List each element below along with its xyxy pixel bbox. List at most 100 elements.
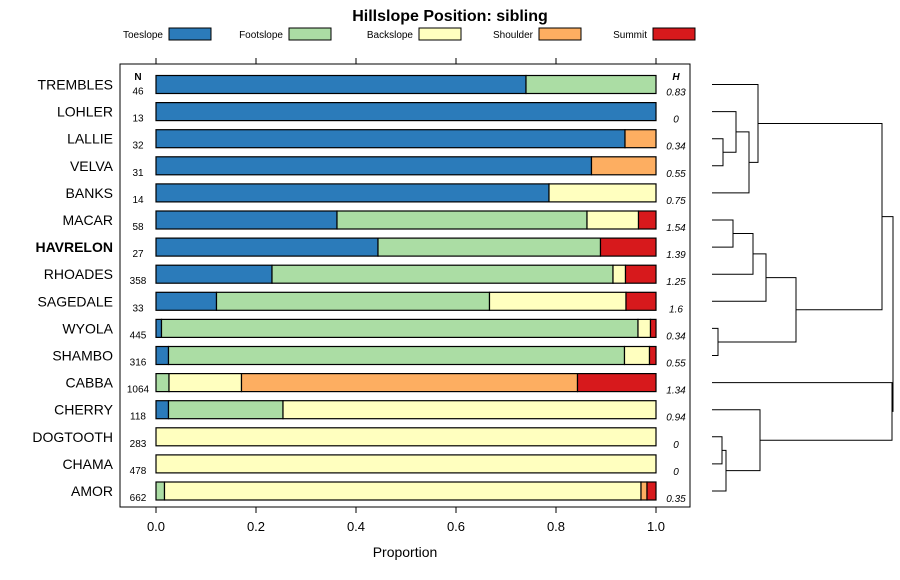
bar-segment-summit	[637, 210, 657, 230]
x-tick-label: 0.8	[547, 519, 565, 534]
row-lallie: LALLIE 32 0.34	[67, 129, 686, 153]
dendro-link-cabba	[712, 382, 893, 441]
dendro-link-wyola-shambo	[712, 327, 719, 356]
bar-segment-backslope	[586, 210, 640, 230]
bar-segment-summit	[625, 291, 657, 311]
n-value: 316	[130, 358, 147, 369]
dendro-link-upper	[758, 122, 883, 311]
h-value: 1.25	[666, 277, 686, 288]
bar-segment-backslope	[488, 291, 627, 311]
h-value: 0	[673, 115, 679, 126]
row-shambo: SHAMBO 316 0.55	[52, 345, 686, 370]
row-label: BANKS	[66, 185, 113, 201]
row-label: TREMBLES	[38, 77, 113, 93]
bar-segment-toeslope	[155, 400, 170, 420]
legend: Toeslope Footslope Backslope Shoulder Summit	[123, 27, 696, 41]
row-label: SHAMBO	[52, 348, 113, 364]
bar-segment-summit	[624, 264, 657, 284]
bar-segment-toeslope	[155, 264, 273, 284]
row-label: VELVA	[70, 158, 114, 174]
row-label: MACAR	[62, 212, 113, 228]
x-tick-label: 0.4	[347, 519, 365, 534]
n-value: 27	[132, 249, 144, 260]
bar-segment-toeslope	[155, 345, 170, 366]
bar-segment-footslope	[167, 345, 626, 366]
n-value: 118	[130, 412, 146, 423]
h-value: 0.55	[666, 359, 686, 370]
row-sagedale: SAGEDALE 33 1.6	[38, 291, 683, 315]
row-lohler: LOHLER 13 0	[57, 101, 679, 126]
dendro-link-sagedale	[712, 253, 767, 302]
legend-swatch-footslope	[288, 27, 332, 41]
bar-segment-toeslope	[155, 129, 626, 149]
x-axis: 0.0 0.2 0.4 0.6 0.8 1.0	[147, 58, 665, 534]
legend-swatch-backslope	[418, 27, 462, 41]
n-value: 58	[132, 222, 144, 233]
h-value: 0.34	[666, 331, 686, 342]
bar-segment-toeslope	[155, 318, 163, 338]
bar-segment-footslope	[271, 264, 614, 284]
bar-segment-summit	[646, 481, 657, 501]
h-value: 1.39	[666, 250, 686, 261]
plot-frame	[119, 63, 691, 508]
n-value: 662	[130, 493, 147, 504]
bar-segment-footslope	[377, 237, 602, 257]
bar-segment-backslope	[612, 264, 627, 284]
bar-segment-backslope	[155, 454, 657, 474]
legend-label-backslope: Backslope	[367, 30, 414, 41]
row-banks: BANKS 14 0.75	[66, 183, 686, 207]
bar-segment-toeslope	[155, 183, 550, 203]
row-velva: VELVA 31 0.55	[70, 156, 686, 180]
dendro-link-macar-havrelon	[712, 219, 734, 248]
bar-segment-footslope	[215, 291, 491, 311]
x-tick-label: 0.6	[447, 519, 465, 534]
bar-segment-summit	[599, 237, 657, 257]
n-column-header: N	[134, 72, 141, 83]
dendro-link-root	[882, 216, 894, 412]
x-axis-label: Proportion	[373, 544, 438, 560]
bar-segment-shoulder	[590, 156, 657, 176]
bar-segment-toeslope	[155, 74, 527, 95]
n-value: 445	[130, 330, 147, 341]
row-label: CABBA	[66, 375, 114, 391]
legend-label-shoulder: Shoulder	[493, 30, 534, 41]
n-value: 32	[132, 141, 144, 152]
row-label: HAVRELON	[35, 239, 113, 255]
bar-segment-footslope	[155, 481, 166, 501]
bar-segment-shoulder	[640, 481, 648, 501]
row-dogtooth: DOGTOOTH 283 0	[32, 427, 679, 451]
row-trembles: TREMBLES 46 0.83	[38, 74, 686, 99]
h-value: 0	[673, 467, 679, 478]
n-value: 31	[132, 168, 144, 179]
row-wyola: WYOLA 445 0.34	[62, 318, 686, 342]
h-value: 0.83	[666, 88, 686, 99]
dendro-link-lallie-velva	[712, 138, 724, 167]
chart-title: Hillslope Position: sibling	[352, 8, 548, 25]
bar-segment-footslope	[160, 318, 639, 338]
row-chama: CHAMA 478 0	[62, 454, 679, 478]
row-label: AMOR	[71, 483, 113, 499]
h-value: 1.6	[669, 304, 683, 315]
row-amor: AMOR 662 0.35	[71, 481, 686, 505]
row-label: CHAMA	[62, 456, 113, 472]
n-value: 33	[132, 303, 144, 314]
n-value: 1064	[127, 385, 150, 396]
bar-segment-summit	[649, 318, 657, 338]
bar-segment-backslope	[155, 427, 657, 447]
bar-segment-summit	[648, 345, 657, 366]
row-label: CHERRY	[54, 402, 114, 418]
row-label: LALLIE	[67, 131, 113, 147]
row-label: LOHLER	[57, 104, 113, 120]
row-rhoades: RHOADES 358 1.25	[44, 264, 686, 288]
x-tick-label: 0.2	[247, 519, 265, 534]
bar-segment-footslope	[167, 400, 284, 420]
row-havrelon: HAVRELON 27 1.39	[35, 237, 686, 261]
n-value: 13	[132, 114, 144, 125]
dendro-link-cherry	[712, 409, 761, 472]
bar-segment-footslope	[155, 373, 170, 393]
bar-segment-backslope	[168, 373, 243, 393]
dendro-link-amor	[712, 449, 727, 492]
h-value: 1.54	[666, 223, 686, 234]
bar-segment-backslope	[637, 318, 652, 338]
